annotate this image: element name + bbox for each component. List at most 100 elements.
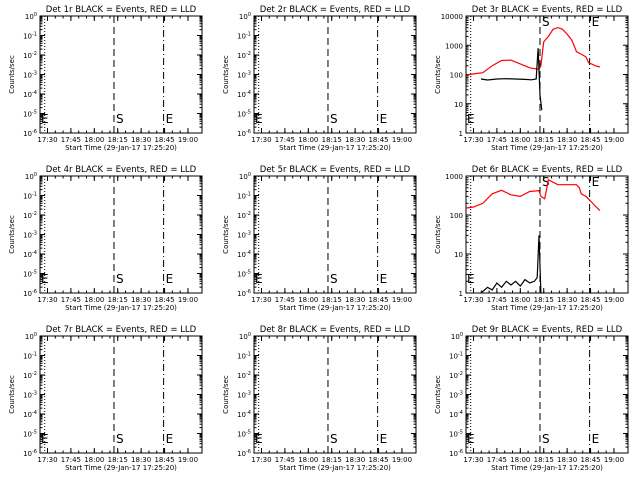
x-tick-label: 18:15 (534, 456, 554, 464)
y-tick-label: 10-2 (237, 51, 251, 60)
x-axis-label: Start Time (29-Jan-17 17:25:20) (279, 304, 391, 312)
y-tick-label: 10-6 (237, 129, 251, 138)
y-tick-label: 10-2 (23, 371, 37, 380)
left-end-marker: E (467, 272, 475, 286)
y-tick-label: 100 (450, 212, 463, 220)
y-tick-label-base: 10 (237, 52, 246, 60)
y-tick-label-exp: 0 (460, 332, 463, 338)
y-tick-label: 10000 (441, 13, 463, 21)
y-tick-label-base: 10 (23, 33, 32, 41)
panel-6: Det 6r BLACK = Events, RED = LLD 1000 100 1… (434, 165, 629, 312)
y-tick-label: 10-6 (23, 129, 37, 138)
y-tick-label: 10-1 (237, 192, 251, 201)
x-tick-label: 18:00 (84, 296, 104, 304)
y-tick-label-exp: -6 (32, 129, 37, 135)
panel-9: Det 9r BLACK = Events, RED = LLD10010-11… (434, 325, 629, 472)
y-tick-label-exp: -4 (32, 410, 37, 416)
y-tick-label-exp: -4 (32, 250, 37, 256)
end-marker: E (166, 432, 174, 446)
x-tick-label: 19:00 (604, 136, 624, 144)
y-tick-label-exp: -4 (246, 410, 251, 416)
y-tick-label-base: 10 (237, 251, 246, 259)
x-tick-label: 17:30 (37, 456, 57, 464)
y-tick-label-exp: 0 (248, 332, 251, 338)
x-tick-label: 18:00 (510, 136, 530, 144)
series-line-2 (480, 48, 543, 111)
start-marker: S (116, 112, 124, 126)
x-tick-label: 18:30 (557, 456, 577, 464)
y-tick-label: 100 (239, 12, 251, 21)
start-marker: S (330, 112, 338, 126)
x-tick-label: 19:00 (392, 456, 412, 464)
x-tick-label: 18:45 (154, 136, 174, 144)
y-tick-label: 10-1 (23, 32, 37, 41)
y-axis-label: Counts/sec (8, 215, 16, 254)
end-marker: E (166, 272, 174, 286)
x-tick-label: 19:00 (178, 456, 198, 464)
y-tick-label-exp: -4 (246, 90, 251, 96)
y-tick-label-base: 10 (23, 251, 32, 259)
y-tick-label-exp: -2 (458, 371, 463, 377)
y-tick-label-base: 10 (23, 353, 32, 361)
y-tick-label-exp: -2 (32, 211, 37, 217)
y-tick-label-exp: 0 (34, 12, 37, 18)
y-tick-label: 10-5 (237, 270, 251, 279)
panel-title: Det 4r BLACK = Events, RED = LLD (46, 165, 197, 175)
y-tick-label: 10-2 (449, 371, 463, 380)
y-tick-label: 1 (459, 290, 463, 298)
series-line-1 (465, 178, 601, 212)
y-tick-label-exp: -2 (246, 371, 251, 377)
y-tick-label-exp: 0 (34, 172, 37, 178)
x-tick-label: 18:00 (510, 296, 530, 304)
panel-3: Det 3r BLACK = Events, RED = LLD 10000 100… (434, 5, 629, 152)
end-marker: E (380, 272, 388, 286)
y-tick-label-exp: -6 (32, 289, 37, 295)
panel-5: Det 5r BLACK = Events, RED = LLD10010-11… (222, 165, 417, 312)
y-tick-label-base: 10 (23, 450, 32, 458)
y-tick-label-exp: -1 (458, 352, 463, 358)
y-tick-label: 10 (454, 101, 463, 109)
y-tick-label-base: 10 (25, 333, 34, 341)
y-axis-label: Counts/sec (222, 55, 230, 94)
y-tick-label: 10-5 (237, 430, 251, 439)
y-tick-label-exp: -6 (246, 129, 251, 135)
x-tick-label: 17:45 (275, 456, 295, 464)
y-tick-label: 10-4 (23, 410, 37, 419)
y-tick-label-base: 10 (23, 91, 32, 99)
y-tick-label-base: 10 (239, 333, 248, 341)
x-tick-label: 18:00 (510, 456, 530, 464)
x-tick-label: 18:15 (534, 136, 554, 144)
y-tick-label-base: 10 (239, 13, 248, 21)
y-tick-label: 10-6 (449, 449, 463, 458)
x-tick-label: 17:30 (251, 136, 271, 144)
start-marker: S (542, 15, 550, 29)
y-tick-label-exp: -6 (458, 449, 463, 455)
x-tick-label: 18:30 (345, 296, 365, 304)
x-tick-label: 18:45 (580, 296, 600, 304)
y-tick-label-exp: -5 (246, 110, 251, 116)
x-tick-label: 17:45 (487, 136, 507, 144)
left-end-marker: E (467, 112, 475, 126)
x-tick-label: 17:30 (251, 456, 271, 464)
y-tick-label: 10-4 (23, 90, 37, 99)
y-tick-label: 10-5 (449, 430, 463, 439)
y-tick-label-exp: -3 (246, 231, 251, 237)
x-tick-label: 19:00 (392, 136, 412, 144)
y-tick-label-base: 10 (237, 353, 246, 361)
y-tick-label-exp: -5 (246, 430, 251, 436)
y-tick-label-base: 10 (237, 372, 246, 380)
series-line-2 (480, 235, 542, 294)
y-tick-label: 10-4 (449, 410, 463, 419)
x-tick-label: 17:45 (487, 296, 507, 304)
left-end-marker: E (255, 272, 263, 286)
x-tick-label: 18:15 (322, 296, 342, 304)
y-tick-label: 10-1 (23, 352, 37, 361)
y-tick-label-base: 10 (237, 271, 246, 279)
y-tick-label-exp: -1 (246, 192, 251, 198)
y-tick-label-exp: -3 (246, 391, 251, 397)
y-axis-label: Counts/sec (434, 375, 442, 414)
y-axis-label: Counts/sec (222, 375, 230, 414)
y-tick-label-base: 10 (237, 72, 246, 80)
y-tick-label-base: 10 (449, 450, 458, 458)
